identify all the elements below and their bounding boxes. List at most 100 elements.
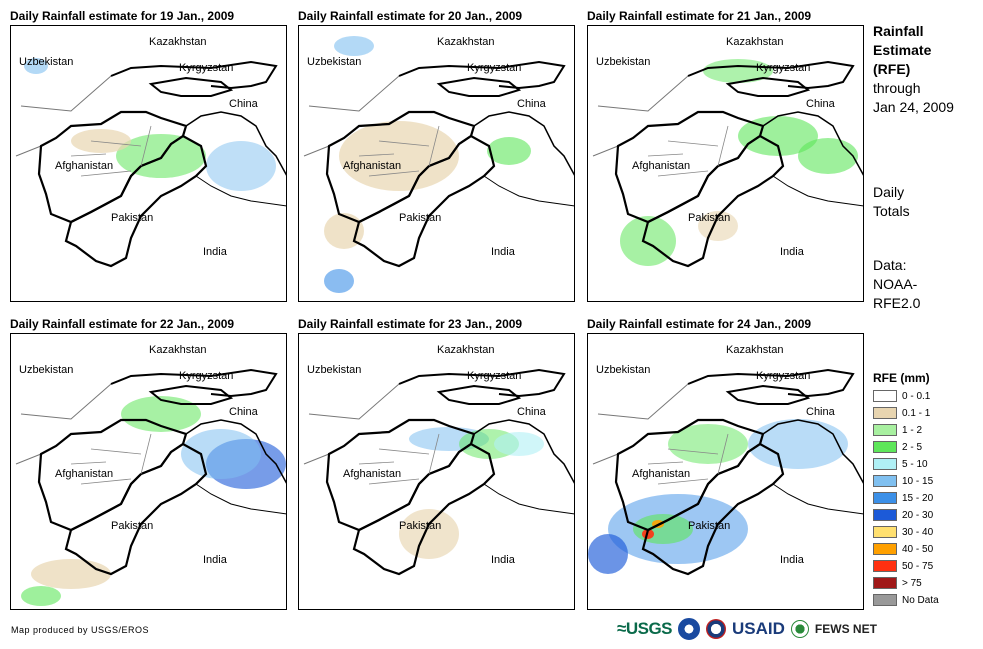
sidebar-data-1: Data: xyxy=(873,257,907,273)
legend-swatch xyxy=(873,458,897,470)
map-label-india: India xyxy=(491,246,515,258)
map-label-uzbekistan: Uzbekistan xyxy=(19,56,74,68)
dos-seal-icon xyxy=(706,619,727,639)
sidebar-title-1: Rainfall xyxy=(873,23,924,39)
fews-net-logo: FEWS NET xyxy=(814,622,877,636)
legend-swatch xyxy=(873,594,897,606)
noaa-logo-icon xyxy=(678,618,701,640)
map-label-china: China xyxy=(806,98,835,110)
map-label-india: India xyxy=(491,554,515,566)
map-label-uzbekistan: Uzbekistan xyxy=(19,364,74,376)
map-label-kyrgyzstan: Kyrgyzstan xyxy=(756,370,811,382)
logo-strip: ≈USGS USAID FEWS NET xyxy=(617,618,877,640)
legend-swatch xyxy=(873,543,897,555)
legend-swatch xyxy=(873,424,897,436)
map-label-afghanistan: Afghanistan xyxy=(343,468,402,480)
sidebar-date: Jan 24, 2009 xyxy=(873,99,954,115)
legend-label: 1 - 2 xyxy=(902,424,923,436)
map-label-kazakhstan: Kazakhstan xyxy=(726,344,784,356)
map-label-afghanistan: Afghanistan xyxy=(55,160,114,172)
legend-item: 50 - 75 xyxy=(873,559,933,573)
map-label-kyrgyzstan: Kyrgyzstan xyxy=(179,370,234,382)
map-label-kyrgyzstan: Kyrgyzstan xyxy=(467,62,522,74)
panel-title-4: Daily Rainfall estimate for 22 Jan., 200… xyxy=(10,317,235,331)
map-label-kazakhstan: Kazakhstan xyxy=(149,344,207,356)
legend-swatch xyxy=(873,577,897,589)
map-label-afghanistan: Afghanistan xyxy=(632,160,691,172)
panel-title-3: Daily Rainfall estimate for 21 Jan., 200… xyxy=(587,9,812,23)
legend-label: 15 - 20 xyxy=(902,492,934,504)
map-panel-4: Kazakhstan Uzbekistan Kyrgyzstan China Afgha… xyxy=(10,333,287,610)
legend-swatch xyxy=(873,407,897,419)
map-label-china: China xyxy=(806,406,835,418)
map-label-india: India xyxy=(203,246,227,258)
map-label-afghanistan: Afghanistan xyxy=(55,468,114,480)
sidebar-through: through xyxy=(873,80,921,96)
map-label-china: China xyxy=(229,98,258,110)
map-label-pakistan: Pakistan xyxy=(111,520,154,532)
panel-title-1: Daily Rainfall estimate for 19 Jan., 200… xyxy=(10,9,235,23)
legend-swatch xyxy=(873,492,897,504)
legend-item: 10 - 15 xyxy=(873,474,933,488)
legend-swatch xyxy=(873,441,897,453)
panel-title-2: Daily Rainfall estimate for 20 Jan., 200… xyxy=(298,9,523,23)
legend-label: > 75 xyxy=(902,577,922,589)
legend-item: No Data xyxy=(873,593,939,607)
map-label-kazakhstan: Kazakhstan xyxy=(437,36,495,48)
map-label-kyrgyzstan: Kyrgyzstan xyxy=(467,370,522,382)
map-label-kazakhstan: Kazakhstan xyxy=(149,36,207,48)
sidebar-title-2: Estimate xyxy=(873,42,932,58)
legend-swatch xyxy=(873,526,897,538)
legend-label: 50 - 75 xyxy=(902,560,934,572)
map-label-kazakhstan: Kazakhstan xyxy=(726,36,784,48)
map-label-afghanistan: Afghanistan xyxy=(343,160,402,172)
legend-item: 0 - 0.1 xyxy=(873,389,930,403)
map-label-china: China xyxy=(229,406,258,418)
legend-swatch xyxy=(873,475,897,487)
sidebar-data-3: RFE2.0 xyxy=(873,295,921,311)
legend-item: 1 - 2 xyxy=(873,423,922,437)
legend-label: 0.1 - 1 xyxy=(902,407,931,419)
map-label-pakistan: Pakistan xyxy=(688,520,731,532)
map-label-india: India xyxy=(203,554,227,566)
legend-item: 15 - 20 xyxy=(873,491,933,505)
legend-swatch xyxy=(873,560,897,572)
map-label-pakistan: Pakistan xyxy=(111,212,154,224)
map-panel-5: Kazakhstan Uzbekistan Kyrgyzstan China Afgha… xyxy=(298,333,575,610)
map-label-pakistan: Pakistan xyxy=(688,212,731,224)
legend-label: 20 - 30 xyxy=(902,509,934,521)
sidebar-daily-1: Daily xyxy=(873,184,905,200)
legend-title: RFE (mm) xyxy=(873,371,930,385)
map-label-uzbekistan: Uzbekistan xyxy=(307,364,362,376)
sidebar-data-2: NOAA- xyxy=(873,276,918,292)
legend-item: 20 - 30 xyxy=(873,508,933,522)
map-label-india: India xyxy=(780,246,804,258)
legend-item: > 75 xyxy=(873,576,922,590)
panel-title-5: Daily Rainfall estimate for 23 Jan., 200… xyxy=(298,317,523,331)
sidebar-daily-2: Totals xyxy=(873,203,910,219)
map-label-pakistan: Pakistan xyxy=(399,520,442,532)
legend-label: 40 - 50 xyxy=(902,543,934,555)
map-label-afghanistan: Afghanistan xyxy=(632,468,691,480)
map-label-kyrgyzstan: Kyrgyzstan xyxy=(179,62,234,74)
legend-item: 30 - 40 xyxy=(873,525,933,539)
map-label-china: China xyxy=(517,98,546,110)
map-label-china: China xyxy=(517,406,546,418)
legend-item: 2 - 5 xyxy=(873,440,922,454)
legend-label: No Data xyxy=(902,594,939,606)
map-label-pakistan: Pakistan xyxy=(399,212,442,224)
map-label-uzbekistan: Uzbekistan xyxy=(307,56,362,68)
map-label-uzbekistan: Uzbekistan xyxy=(596,56,651,68)
map-credit: Map produced by USGS/EROS xyxy=(11,625,150,635)
legend-swatch xyxy=(873,509,897,521)
map-panel-1: Kazakhstan Uzbekistan Kyrgyzstan China Afgha… xyxy=(10,25,287,302)
legend-item: 0.1 - 1 xyxy=(873,406,930,420)
legend-item: 40 - 50 xyxy=(873,542,933,556)
panel-title-6: Daily Rainfall estimate for 24 Jan., 200… xyxy=(587,317,812,331)
map-label-kazakhstan: Kazakhstan xyxy=(437,344,495,356)
legend-label: 0 - 0.1 xyxy=(902,390,931,402)
sidebar-title-3: (RFE) xyxy=(873,61,911,77)
map-panel-6: Kazakhstan Uzbekistan Kyrgyzstan China Afgha… xyxy=(587,333,864,610)
map-panel-3: Kazakhstan Uzbekistan Kyrgyzstan China Afgha… xyxy=(587,25,864,302)
legend-label: 10 - 15 xyxy=(902,475,934,487)
